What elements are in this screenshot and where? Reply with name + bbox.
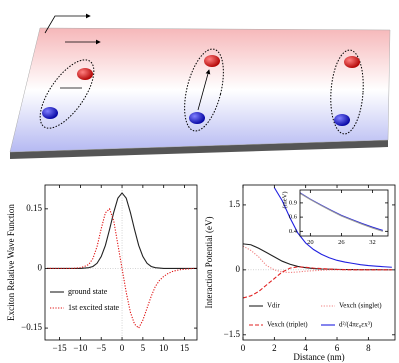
x-axis-label: Distance (nm) [293,352,344,362]
plot-frame [299,189,389,237]
series-line [273,187,392,268]
x-tick-label: 4 [303,343,308,353]
chart: 20 26 32 0.4 0.6 0.9(meV) [281,189,389,246]
y-tick-label: 0.9 [289,199,297,206]
y-tick-label: 1.5 [229,199,241,209]
legend-label: Vdir [267,302,281,310]
exciton-ellipse [184,48,224,132]
diagram [9,13,391,159]
x-tick-label: −5 [96,343,106,353]
legend-label: ground state [68,287,108,296]
x-tick-label: 6 [335,343,340,353]
y-axis-label: Exciton Relative Wave Function [6,204,16,321]
electron [344,56,360,68]
y-tick-label: 0.6 [289,214,298,221]
exciton-ellipse [39,59,95,129]
x-tick-label: 0 [241,343,246,353]
plot-frame [242,184,396,341]
chart: −15 −10 −5 0 5 10 15 −0.15 0 0.15 Exciton Relative… [6,184,198,353]
axis-arrow [44,13,91,34]
hole [189,112,205,124]
x-tick-label: 0 [120,343,125,353]
y-axis-label: (meV) [281,192,288,209]
y-tick-label: 0.4 [289,228,298,235]
x-tick-label: 32 [369,239,376,246]
series-line [300,192,383,232]
y-tick-label: 0.15 [26,203,42,213]
x-tick-label: 10 [159,343,169,353]
slab [9,27,391,153]
y-tick-label: −0.15 [21,322,42,332]
y-axis-label: Interaction Potential (eV) [204,217,214,309]
y-tick-label: 0 [236,264,241,274]
x-tick-label: −15 [53,343,68,353]
legend-label: 1st excited state [68,303,120,312]
slab-edge [10,140,388,159]
y-tick-label: 0 [38,263,43,273]
legend-label: d²/(4πε₀εx³) [339,321,373,329]
x-tick-label: 5 [141,343,146,353]
hole [42,107,58,119]
dipole-arrow [197,69,211,111]
series-line [47,207,197,329]
electron [204,55,220,67]
plot-frame [44,184,198,341]
legend-label: Vexch (singlet) [339,302,382,310]
hole [334,114,350,126]
x-tick-label: 20 [307,239,314,246]
x-tick-label: −10 [73,343,88,353]
x-tick-label: 8 [366,343,371,353]
exciton-ellipse [330,49,364,135]
x-tick-label: 2 [272,343,277,353]
x-tick-label: 26 [338,239,345,246]
legend-label: Vexch (triplet) [267,321,308,329]
x-tick-label: 15 [180,343,190,353]
y-tick-label: −1.5 [224,329,241,339]
electron [77,68,93,80]
series-line [243,266,392,299]
